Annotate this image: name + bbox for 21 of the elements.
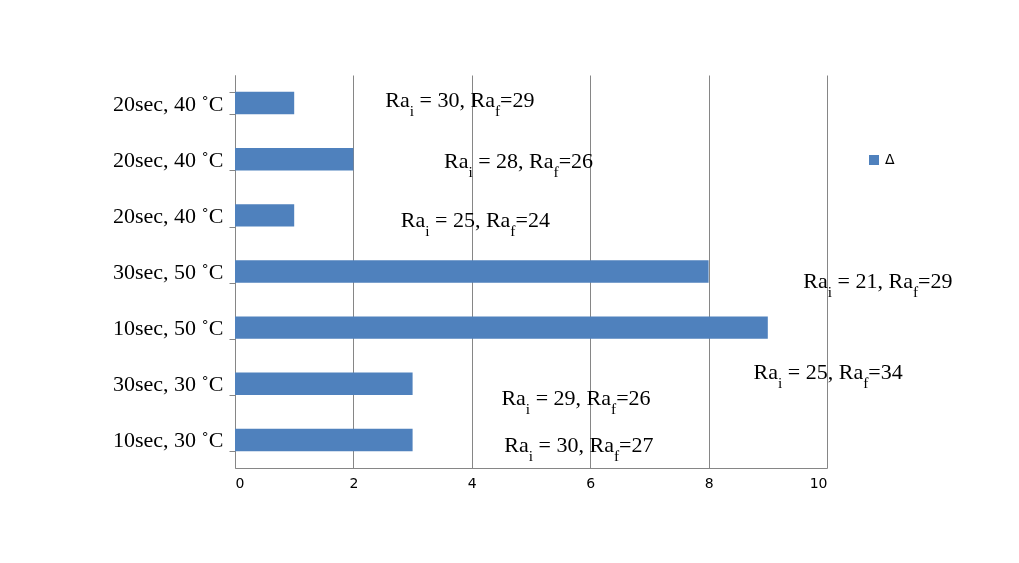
annotation: Ra$_{i}$ = 25, Ra$_{f}$=34 xyxy=(753,359,903,391)
x-tick-label: 6 xyxy=(586,474,596,491)
y-tick-label: 20sec, 40 ˚C xyxy=(112,90,224,116)
annotation: Ra$_{i}$ = 30, Ra$_{f}$=27 xyxy=(504,432,654,464)
annotation: Ra$_{i}$ = 29, Ra$_{f}$=26 xyxy=(501,385,651,417)
annotation: Ra$_{i}$ = 21, Ra$_{f}$=29 xyxy=(803,268,953,300)
y-tick-label: 10sec, 30 ˚C xyxy=(112,427,224,453)
y-tick-label: 20sec, 40 ˚C xyxy=(112,202,224,228)
annotation: Ra$_{i}$ = 30, Ra$_{f}$=29 xyxy=(385,86,535,119)
y-tick-label: 10sec, 50 ˚C xyxy=(112,315,224,341)
annotation: Ra$_{i}$ = 25, Ra$_{f}$=24 xyxy=(400,207,550,239)
y-tick-label: 20sec, 40 ˚C xyxy=(112,146,224,172)
annotation: Ra$_{i}$ = 28, Ra$_{f}$=26 xyxy=(443,148,594,180)
x-tick-label: 10 xyxy=(809,474,828,491)
y-tick-label: 30sec, 50 ˚C xyxy=(112,259,224,284)
x-tick-label: 2 xyxy=(349,474,359,491)
x-tick-label: 0 xyxy=(235,474,245,491)
x-tick-label: 4 xyxy=(467,474,477,491)
y-tick-label: 30sec, 30 ˚C xyxy=(112,371,224,397)
x-tick-label: 8 xyxy=(704,474,714,491)
legend-label: Δ xyxy=(885,151,895,167)
